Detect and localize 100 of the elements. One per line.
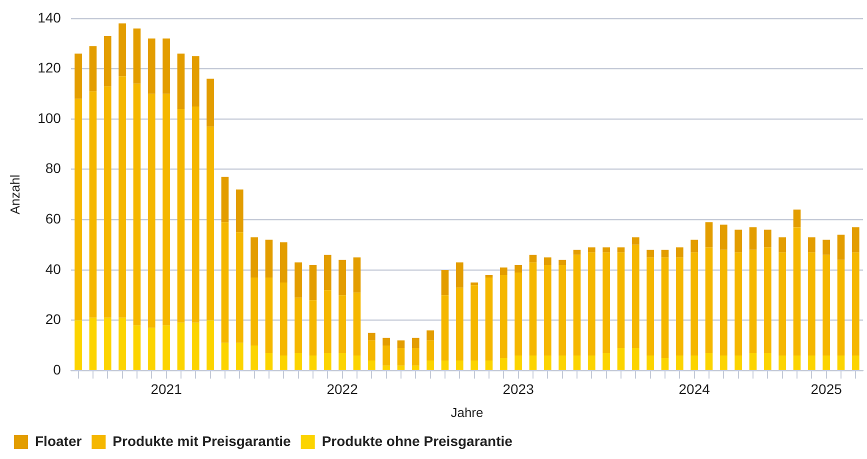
- bar: [309, 300, 317, 356]
- bar: [353, 257, 361, 293]
- bar: [514, 356, 522, 370]
- y-tick-label: 60: [45, 210, 62, 227]
- bar: [382, 366, 390, 370]
- bar: [632, 237, 640, 245]
- bar: [588, 252, 596, 356]
- bar: [720, 224, 728, 250]
- bar: [397, 366, 405, 370]
- bar: [470, 285, 478, 361]
- bar: [338, 295, 346, 353]
- bar: [338, 260, 346, 296]
- bar: [852, 356, 860, 370]
- bar: [485, 360, 493, 370]
- bar: [720, 356, 728, 370]
- bar: [764, 247, 772, 353]
- bar: [734, 230, 742, 252]
- bar: [294, 352, 302, 370]
- bar: [720, 250, 728, 356]
- bar: [309, 264, 317, 300]
- bar: [558, 264, 566, 356]
- legend-label: Floater: [35, 432, 82, 449]
- y-tick-label: 100: [38, 110, 62, 126]
- bar: [778, 356, 786, 370]
- bar: [514, 272, 522, 356]
- bar: [617, 348, 625, 370]
- bar: [133, 325, 141, 370]
- bar: [661, 250, 669, 258]
- bar: [529, 254, 537, 262]
- bar: [676, 356, 684, 370]
- bar: [470, 282, 478, 286]
- bar: [324, 352, 332, 370]
- bar: [822, 356, 830, 370]
- bar: [500, 275, 508, 358]
- bar: [412, 348, 420, 366]
- bar: [676, 247, 684, 258]
- bar: [426, 340, 434, 361]
- bar: [749, 352, 757, 370]
- bar: [265, 352, 273, 370]
- bar: [89, 318, 97, 370]
- bar: [104, 86, 112, 318]
- bar: [764, 230, 772, 248]
- bar: [852, 252, 860, 356]
- legend-label: Produkte mit Preisgarantie: [112, 432, 292, 449]
- bar: [690, 240, 698, 252]
- bar: [324, 254, 332, 290]
- bar: [221, 176, 229, 222]
- bar: [558, 260, 566, 265]
- bar: [632, 348, 640, 370]
- bar: [602, 252, 610, 353]
- bar: [837, 234, 845, 260]
- bar: [206, 126, 214, 320]
- bar: [441, 295, 449, 361]
- bar: [426, 330, 434, 340]
- bar: [206, 78, 214, 127]
- bar: [412, 338, 420, 348]
- bar: [778, 237, 786, 252]
- bar: [573, 250, 581, 255]
- bar: [265, 240, 273, 278]
- bar: [192, 322, 200, 370]
- bar: [822, 254, 830, 356]
- bar: [852, 227, 860, 252]
- bar: [514, 264, 522, 272]
- bar: [573, 254, 581, 356]
- bar: [368, 340, 376, 361]
- bar: [426, 360, 434, 370]
- bar: [74, 98, 82, 320]
- x-tick-label: 2021: [150, 380, 182, 397]
- bar: [265, 278, 273, 353]
- bar: [617, 252, 625, 348]
- bar: [544, 257, 552, 265]
- bar: [808, 237, 816, 252]
- bar: [206, 320, 214, 370]
- bar: [250, 237, 258, 278]
- x-axis-title: Jahre: [450, 404, 484, 420]
- bar: [705, 222, 713, 248]
- bar: [837, 260, 845, 356]
- bar: [441, 360, 449, 370]
- x-tick-label: 2024: [678, 380, 710, 397]
- bar: [148, 94, 156, 328]
- bar: [118, 318, 126, 370]
- bar: [89, 46, 97, 92]
- bar: [382, 338, 390, 346]
- bar: [456, 288, 464, 361]
- bar: [588, 247, 596, 252]
- bar: [104, 36, 112, 86]
- bar: [588, 356, 596, 370]
- bar: [441, 270, 449, 296]
- bar: [162, 325, 170, 370]
- bar: [294, 262, 302, 298]
- bar: [485, 275, 493, 278]
- bar: [221, 222, 229, 343]
- bar: [500, 267, 508, 276]
- bar: [324, 290, 332, 353]
- y-tick-label: 20: [45, 311, 62, 328]
- bar: [573, 356, 581, 370]
- bar: [617, 247, 625, 252]
- bar: [177, 108, 185, 323]
- bar: [734, 356, 742, 370]
- bar: [485, 278, 493, 361]
